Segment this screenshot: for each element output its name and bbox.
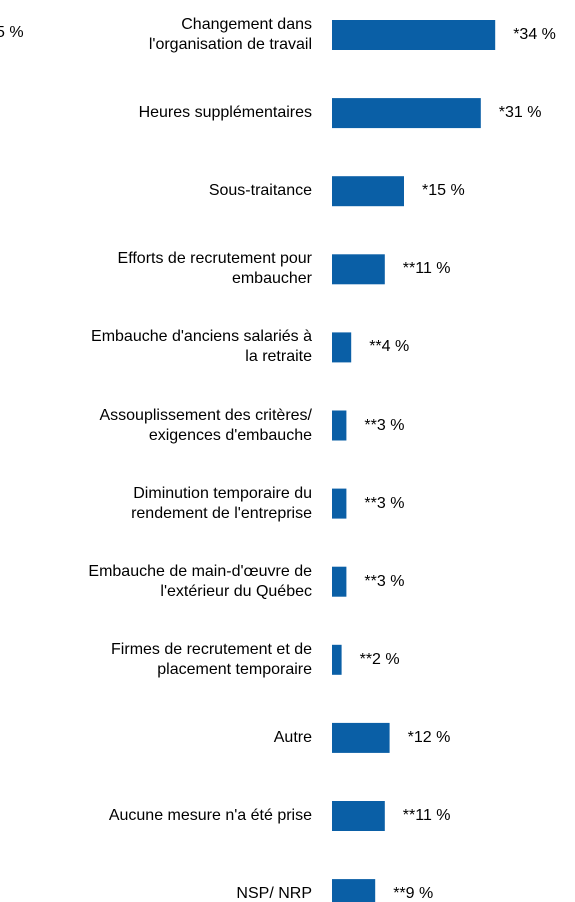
bar xyxy=(332,20,496,50)
category-label: Changement dans l'organisation de travai… xyxy=(148,16,312,53)
category-label: Autre xyxy=(273,728,312,746)
bar xyxy=(332,722,390,753)
category-label: Diminution temporaire du rendement de l'… xyxy=(131,484,312,522)
category-label: Efforts de recrutement pour embaucher xyxy=(117,250,312,288)
category-label: Heures supplémentaires xyxy=(138,104,312,122)
value-label: *31 % xyxy=(498,104,542,122)
value-label: **3 % xyxy=(364,494,405,512)
category-label: Firmes de recrutement et de placement te… xyxy=(111,640,312,678)
bar xyxy=(332,176,404,207)
bar xyxy=(332,566,347,597)
value-label: **4 % xyxy=(369,338,410,356)
bar xyxy=(332,254,385,285)
category-label: Embauche de main-d'œuvre de l'extérieur … xyxy=(88,562,312,600)
value-label: **3 % xyxy=(364,572,405,590)
value-label: **2 % xyxy=(359,650,400,668)
value-label: **11 % xyxy=(402,807,451,824)
category-label: Assouplissement des critères/ exigences … xyxy=(99,406,312,444)
bar xyxy=(332,801,385,831)
bar xyxy=(332,879,376,902)
value-label: **3 % xyxy=(364,416,405,434)
value-label: *34 % xyxy=(513,26,556,43)
bar xyxy=(332,98,481,129)
value-label: **11 % xyxy=(402,260,451,278)
category-label: Sous-traitance xyxy=(208,182,312,200)
value-label: *15 % xyxy=(422,182,465,200)
bar xyxy=(332,332,352,363)
category-label: Aucune mesure n'a été prise xyxy=(108,807,312,824)
value-label: **9 % xyxy=(393,885,434,902)
bar xyxy=(332,488,347,519)
category-label: NSP/ NRP xyxy=(236,885,312,902)
bar xyxy=(332,410,347,441)
value-label: *12 % xyxy=(407,728,451,746)
bar xyxy=(332,644,342,675)
category-label: Embauche d'anciens salariés à la retrait… xyxy=(91,328,312,366)
annotation: 5 % xyxy=(0,24,24,41)
